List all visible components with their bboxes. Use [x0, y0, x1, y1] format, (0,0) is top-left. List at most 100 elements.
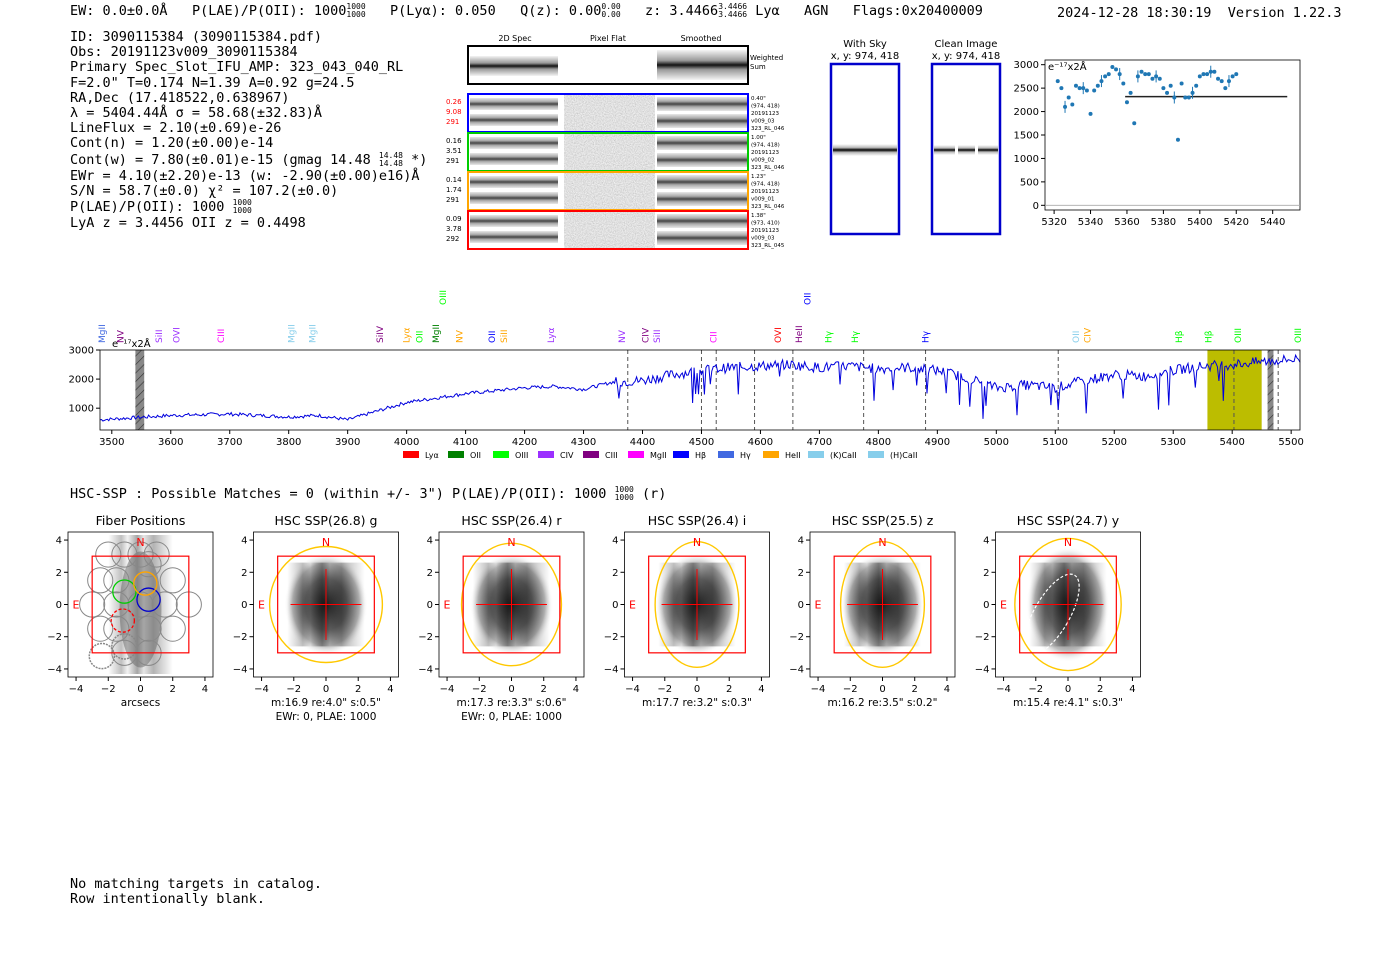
data-point [1066, 95, 1071, 100]
data-point [1143, 72, 1148, 77]
x-tick-label: 4 [758, 684, 764, 695]
hsc-caption: m:17.7 re:3.2" s:0.3" [642, 697, 752, 709]
legend-swatch [538, 451, 554, 458]
cutout-frame [467, 210, 749, 250]
line-id-label: SiII [500, 329, 510, 343]
data-point [1110, 65, 1115, 70]
x-tick-label: 0 [323, 684, 329, 695]
hsc-panel-title: HSC SSP(26.4) r [461, 513, 562, 528]
hsc-panel-title: HSC SSP(24.7) y [1017, 513, 1120, 528]
data-point [1103, 74, 1108, 79]
zoom-plot: 5320 5340 5360 5380 5400 5420 5440 0 500 1000 1500… [1014, 59, 1301, 228]
hsc-panel: HSC SSP(25.5) z N E −4 −4 −2 −2 0 0 2 2 4 4 m:16.2 re… [789, 513, 956, 709]
x-tick-label: 0 [694, 684, 700, 695]
clean-image-coords: x, y: 974, 418 [932, 51, 1001, 62]
footer-line2: Row intentionally blank. [70, 891, 266, 907]
data-point [1077, 86, 1082, 91]
line-id-label: NV [456, 329, 466, 343]
data-point [1219, 79, 1224, 84]
fiber-red [110, 608, 136, 633]
data-point [1230, 74, 1235, 79]
target-box [462, 555, 561, 654]
y-tick-label: 2 [241, 568, 247, 579]
version: Version 1.22.3 [1227, 5, 1342, 21]
hsc-caption: m:15.4 re:4.1" s:0.3" [1013, 697, 1123, 709]
x-tick-label: 2 [1097, 684, 1103, 695]
line-id-label: MgII [432, 324, 442, 343]
info-obs: Obs: 20191123v009_3090115384 [70, 44, 298, 61]
legend-label: HeII [785, 451, 801, 460]
y-tick-label: 4 [427, 536, 433, 547]
aperture-ellipse [460, 542, 563, 667]
fiber-circle [135, 615, 162, 642]
y-tick-label: 1000 [1014, 154, 1039, 165]
x-tick-label: 2 [726, 684, 732, 695]
line-id-label: OVI [173, 327, 183, 343]
y-tick-label: 0 [612, 600, 618, 611]
svg-text:Weighted: Weighted [750, 54, 783, 62]
data-point [1121, 81, 1126, 86]
row-value: 0.16 [446, 137, 462, 145]
x-tick-label: 4400 [630, 437, 655, 448]
x-tick-label: 5400 [1219, 437, 1244, 448]
x-tick-label: 3700 [217, 437, 242, 448]
info-id: ID: 3090115384 (3090115384.pdf) [70, 29, 322, 45]
line-id-label: NV [618, 329, 628, 343]
x-tick-label: 5400 [1187, 217, 1212, 228]
y-tick-label: −2 [604, 632, 619, 643]
spectrum-plot: 3500 3600 3700 3800 3900 4000 4100 4200 4300 4400… [69, 290, 1305, 460]
row-note: (974, 418) [751, 104, 780, 110]
line-id-label: OII [804, 293, 814, 305]
line-id-label: Hγ [824, 330, 834, 343]
y-tick-label: −4 [47, 664, 62, 675]
hsc-caption: m:16.2 re:3.5" s:0.2" [828, 697, 938, 709]
with-sky-coords: x, y: 974, 418 [831, 51, 900, 62]
y-tick-label: 4 [241, 536, 247, 547]
y-tick-label: −4 [789, 664, 804, 675]
timestamp-version: 2024-12-28 18:30:19 Version 1.22.3 [1057, 5, 1342, 21]
line-id-label: NV [117, 329, 127, 343]
y-tick-label: 2000 [69, 375, 94, 386]
hsc-caption: EWr: 0, PLAE: 1000 [276, 711, 377, 723]
y-tick-label: 0 [798, 600, 804, 611]
line-id-label: MgII [288, 324, 298, 343]
data-point [1092, 88, 1097, 93]
y-tick-label: 0 [1033, 201, 1039, 212]
data-point [1081, 86, 1086, 91]
row-value: 0.09 [446, 215, 462, 223]
x-tick-label: 2 [541, 684, 547, 695]
row-note: v009_03 [751, 119, 775, 125]
info-slot: Primary Spec_Slot_IFU_AMP: 323_043_040_R… [70, 59, 404, 76]
x-tick-label: 5100 [1043, 437, 1068, 448]
data-point [1139, 69, 1144, 74]
legend-swatch [448, 451, 464, 458]
north-label: N [1064, 536, 1072, 549]
legend-swatch [673, 451, 689, 458]
row-value: 291 [446, 118, 459, 126]
z-value: z: 3.4466 [645, 3, 719, 19]
info-lyaz: LyA z = 3.4456 OII z = 0.4498 [70, 215, 306, 232]
data-point [1073, 83, 1078, 88]
y-tick-label: 2 [612, 568, 618, 579]
fiber-circle [103, 615, 130, 642]
data-point [1124, 100, 1129, 105]
with-sky-title: With Sky [843, 39, 887, 50]
legend-label: OIII [515, 451, 528, 460]
data-point [1234, 72, 1239, 77]
row-note: v009_02 [751, 158, 775, 164]
line-id-label: OIII [1294, 328, 1304, 343]
flags-value: Flags:0x20400009 [852, 3, 983, 19]
line-id-label: Hβ [1175, 330, 1185, 343]
data-point [1154, 74, 1159, 79]
x-tick-label: 0 [879, 684, 885, 695]
x-tick-label: 4 [387, 684, 393, 695]
data-point [1183, 95, 1188, 100]
row-note: 1.00" [751, 135, 766, 141]
line-id-label: OII [416, 331, 426, 343]
y-tick-label: 1000 [69, 404, 94, 415]
line-id-label: CIV [641, 327, 651, 343]
legend-swatch [808, 451, 824, 458]
data-point [1179, 81, 1184, 86]
col-2d-spec: 2D Spec [498, 34, 531, 43]
x-tick-label: 4300 [571, 437, 596, 448]
